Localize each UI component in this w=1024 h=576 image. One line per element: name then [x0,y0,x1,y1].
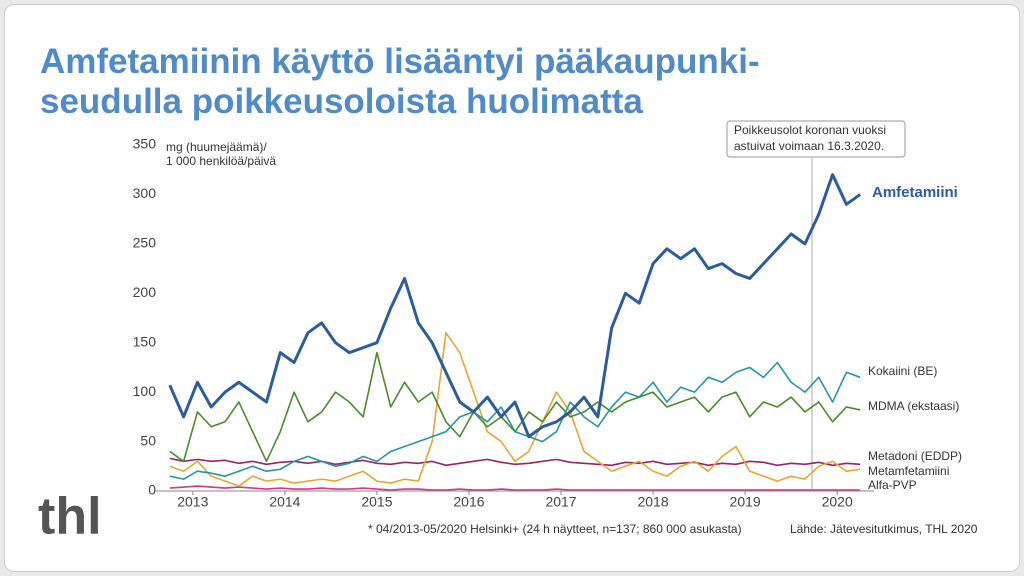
annotation: astuivat voimaan 16.3.2020. [734,139,884,153]
legend-label: Metadoni (EDDP) [868,449,962,463]
legend-label: MDMA (ekstaasi) [868,399,959,413]
footnote: * 04/2013-05/2020 Helsinki+ (24 h näytte… [368,522,742,536]
y-tick-label: 200 [133,284,157,300]
y-tick-label: 350 [133,136,157,152]
legend-label: Amfetamiini [872,184,958,201]
y-tick-label: 300 [133,185,157,201]
annotation: Poikkeusolot koronan vuoksi [734,123,886,137]
x-tick-label: 2019 [730,494,761,510]
series-line [169,485,861,491]
annotation-box [726,120,906,158]
source: Lähde: Jätevesitutkimus, THL 2020 [790,522,978,536]
x-tick-label: 2016 [453,494,484,510]
logo: thl [38,488,102,546]
y-tick-label: 50 [140,432,156,448]
legend-label: Alfa-PVP [868,478,917,492]
title: Amfetamiinin käyttö lisääntyi pääkaupunk… [40,42,760,81]
series-line [169,361,861,480]
series-line [168,173,862,439]
legend-label: Metamfetamiini [868,464,949,478]
x-tick-label: 2017 [545,494,576,510]
x-tick-label: 2020 [822,494,853,510]
x-tick-label: 2015 [361,494,392,510]
y-tick-label: 0 [148,482,156,498]
y-axis-label: 1 000 henkilöä/päivä [166,154,276,168]
y-tick-label: 150 [133,333,157,349]
title: seudulla poikkeusoloista huolimatta [40,82,643,121]
x-tick-label: 2013 [177,494,208,510]
x-tick-label: 2014 [269,494,300,510]
legend-label: Kokaiini (BE) [868,364,937,378]
y-axis-label: mg (huumejäämä)/ [166,140,267,154]
y-tick-label: 100 [133,383,157,399]
x-tick-label: 2018 [637,494,668,510]
series-line [169,351,861,463]
series-line [169,332,861,487]
y-tick-label: 250 [133,235,157,251]
